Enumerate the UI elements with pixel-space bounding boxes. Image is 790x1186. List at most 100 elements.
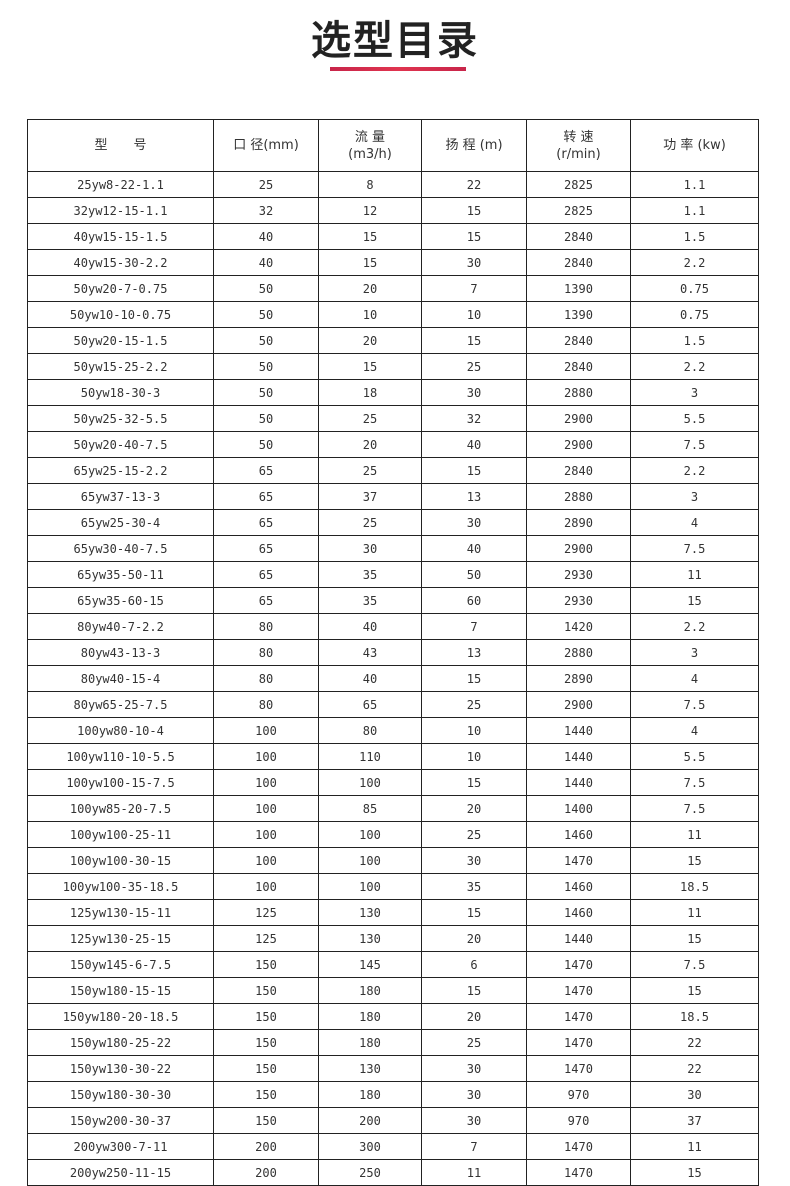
cell-flow: 30 <box>318 535 422 562</box>
table-row: 50yw20-15-1.5 50 20 15 2840 1.5 <box>27 327 759 354</box>
cell-diameter: 150 <box>213 1003 319 1030</box>
cell-head: 20 <box>421 925 527 952</box>
cell-model: 80yw40-15-4 <box>27 665 214 692</box>
cell-diameter: 100 <box>213 847 319 874</box>
selection-table: 型 号口 径(mm) 流 量 (m3/h) 扬 程 (m) 转 速 (r/min) 功 … <box>27 119 759 1186</box>
cell-diameter: 125 <box>213 925 319 952</box>
cell-power: 1.1 <box>630 197 759 224</box>
cell-power: 2.2 <box>630 457 759 484</box>
cell-head: 50 <box>421 561 527 588</box>
table-row: 50yw25-32-5.5 50 25 32 2900 5.5 <box>27 405 759 432</box>
cell-diameter: 65 <box>213 587 319 614</box>
cell-head: 25 <box>421 821 527 848</box>
cell-power: 1.5 <box>630 327 759 354</box>
header-model: 型 号 <box>27 119 214 172</box>
cell-flow: 18 <box>318 379 422 406</box>
cell-speed: 2900 <box>526 431 631 458</box>
cell-diameter: 100 <box>213 873 319 900</box>
table-row: 150yw180-20-18.5 150 180 20 1470 18.5 <box>27 1003 759 1030</box>
cell-flow: 130 <box>318 1055 422 1082</box>
cell-head: 60 <box>421 587 527 614</box>
cell-diameter: 150 <box>213 977 319 1004</box>
cell-speed: 2840 <box>526 223 631 250</box>
cell-model: 50yw10-10-0.75 <box>27 301 214 328</box>
header-speed: 转 速 (r/min) <box>526 119 631 172</box>
cell-speed: 2880 <box>526 483 631 510</box>
cell-model: 100yw100-25-11 <box>27 821 214 848</box>
cell-power: 4 <box>630 717 759 744</box>
cell-model: 65yw37-13-3 <box>27 483 214 510</box>
cell-diameter: 150 <box>213 1107 319 1134</box>
cell-head: 30 <box>421 249 527 276</box>
cell-head: 15 <box>421 665 527 692</box>
cell-flow: 20 <box>318 327 422 354</box>
cell-model: 50yw20-7-0.75 <box>27 275 214 302</box>
cell-flow: 130 <box>318 925 422 952</box>
cell-model: 65yw25-30-4 <box>27 509 214 536</box>
table-row: 65yw30-40-7.5 65 30 40 2900 7.5 <box>27 535 759 562</box>
cell-power: 4 <box>630 665 759 692</box>
cell-speed: 1420 <box>526 613 631 640</box>
cell-speed: 1470 <box>526 951 631 978</box>
cell-head: 40 <box>421 431 527 458</box>
cell-speed: 2900 <box>526 535 631 562</box>
cell-power: 2.2 <box>630 613 759 640</box>
table-row: 100yw100-35-18.5 100 100 35 1460 18.5 <box>27 873 759 900</box>
table-row: 50yw20-40-7.5 50 20 40 2900 7.5 <box>27 431 759 458</box>
cell-speed: 1390 <box>526 301 631 328</box>
table-row: 100yw85-20-7.5 100 85 20 1400 7.5 <box>27 795 759 822</box>
cell-head: 30 <box>421 1055 527 1082</box>
cell-speed: 1470 <box>526 977 631 1004</box>
cell-model: 100yw85-20-7.5 <box>27 795 214 822</box>
cell-speed: 2930 <box>526 561 631 588</box>
cell-speed: 2840 <box>526 457 631 484</box>
cell-head: 7 <box>421 1133 527 1160</box>
cell-diameter: 65 <box>213 561 319 588</box>
cell-speed: 2825 <box>526 171 631 198</box>
cell-power: 7.5 <box>630 691 759 718</box>
cell-head: 15 <box>421 977 527 1004</box>
table-row: 150yw130-30-22 150 130 30 1470 22 <box>27 1055 759 1082</box>
table-row: 150yw200-30-37 150 200 30 970 37 <box>27 1107 759 1134</box>
cell-model: 150yw180-15-15 <box>27 977 214 1004</box>
cell-power: 18.5 <box>630 1003 759 1030</box>
cell-power: 0.75 <box>630 301 759 328</box>
cell-model: 40yw15-15-1.5 <box>27 223 214 250</box>
cell-diameter: 80 <box>213 639 319 666</box>
cell-diameter: 50 <box>213 327 319 354</box>
cell-model: 100yw80-10-4 <box>27 717 214 744</box>
cell-head: 30 <box>421 379 527 406</box>
cell-head: 30 <box>421 1081 527 1108</box>
cell-flow: 43 <box>318 639 422 666</box>
cell-flow: 100 <box>318 873 422 900</box>
cell-model: 80yw43-13-3 <box>27 639 214 666</box>
table-row: 50yw15-25-2.2 50 15 25 2840 2.2 <box>27 353 759 380</box>
cell-diameter: 40 <box>213 249 319 276</box>
table-row: 150yw180-15-15 150 180 15 1470 15 <box>27 977 759 1004</box>
cell-power: 30 <box>630 1081 759 1108</box>
cell-model: 125yw130-25-15 <box>27 925 214 952</box>
cell-flow: 130 <box>318 899 422 926</box>
cell-diameter: 80 <box>213 613 319 640</box>
cell-flow: 15 <box>318 223 422 250</box>
cell-power: 1.1 <box>630 171 759 198</box>
cell-speed: 1460 <box>526 899 631 926</box>
table-row: 50yw10-10-0.75 50 10 10 1390 0.75 <box>27 301 759 328</box>
cell-model: 100yw110-10-5.5 <box>27 743 214 770</box>
cell-diameter: 100 <box>213 717 319 744</box>
cell-speed: 1440 <box>526 717 631 744</box>
cell-speed: 1390 <box>526 275 631 302</box>
table-row: 100yw80-10-4 100 80 10 1440 4 <box>27 717 759 744</box>
table-row: 65yw35-60-15 65 35 60 2930 15 <box>27 587 759 614</box>
cell-speed: 2900 <box>526 691 631 718</box>
cell-model: 32yw12-15-1.1 <box>27 197 214 224</box>
cell-speed: 970 <box>526 1081 631 1108</box>
cell-speed: 1440 <box>526 743 631 770</box>
cell-speed: 2825 <box>526 197 631 224</box>
table-header: 型 号口 径(mm) 流 量 (m3/h) 扬 程 (m) 转 速 (r/min) 功 … <box>27 119 759 172</box>
cell-diameter: 200 <box>213 1133 319 1160</box>
cell-head: 10 <box>421 717 527 744</box>
cell-speed: 2840 <box>526 249 631 276</box>
cell-model: 50yw25-32-5.5 <box>27 405 214 432</box>
cell-power: 0.75 <box>630 275 759 302</box>
